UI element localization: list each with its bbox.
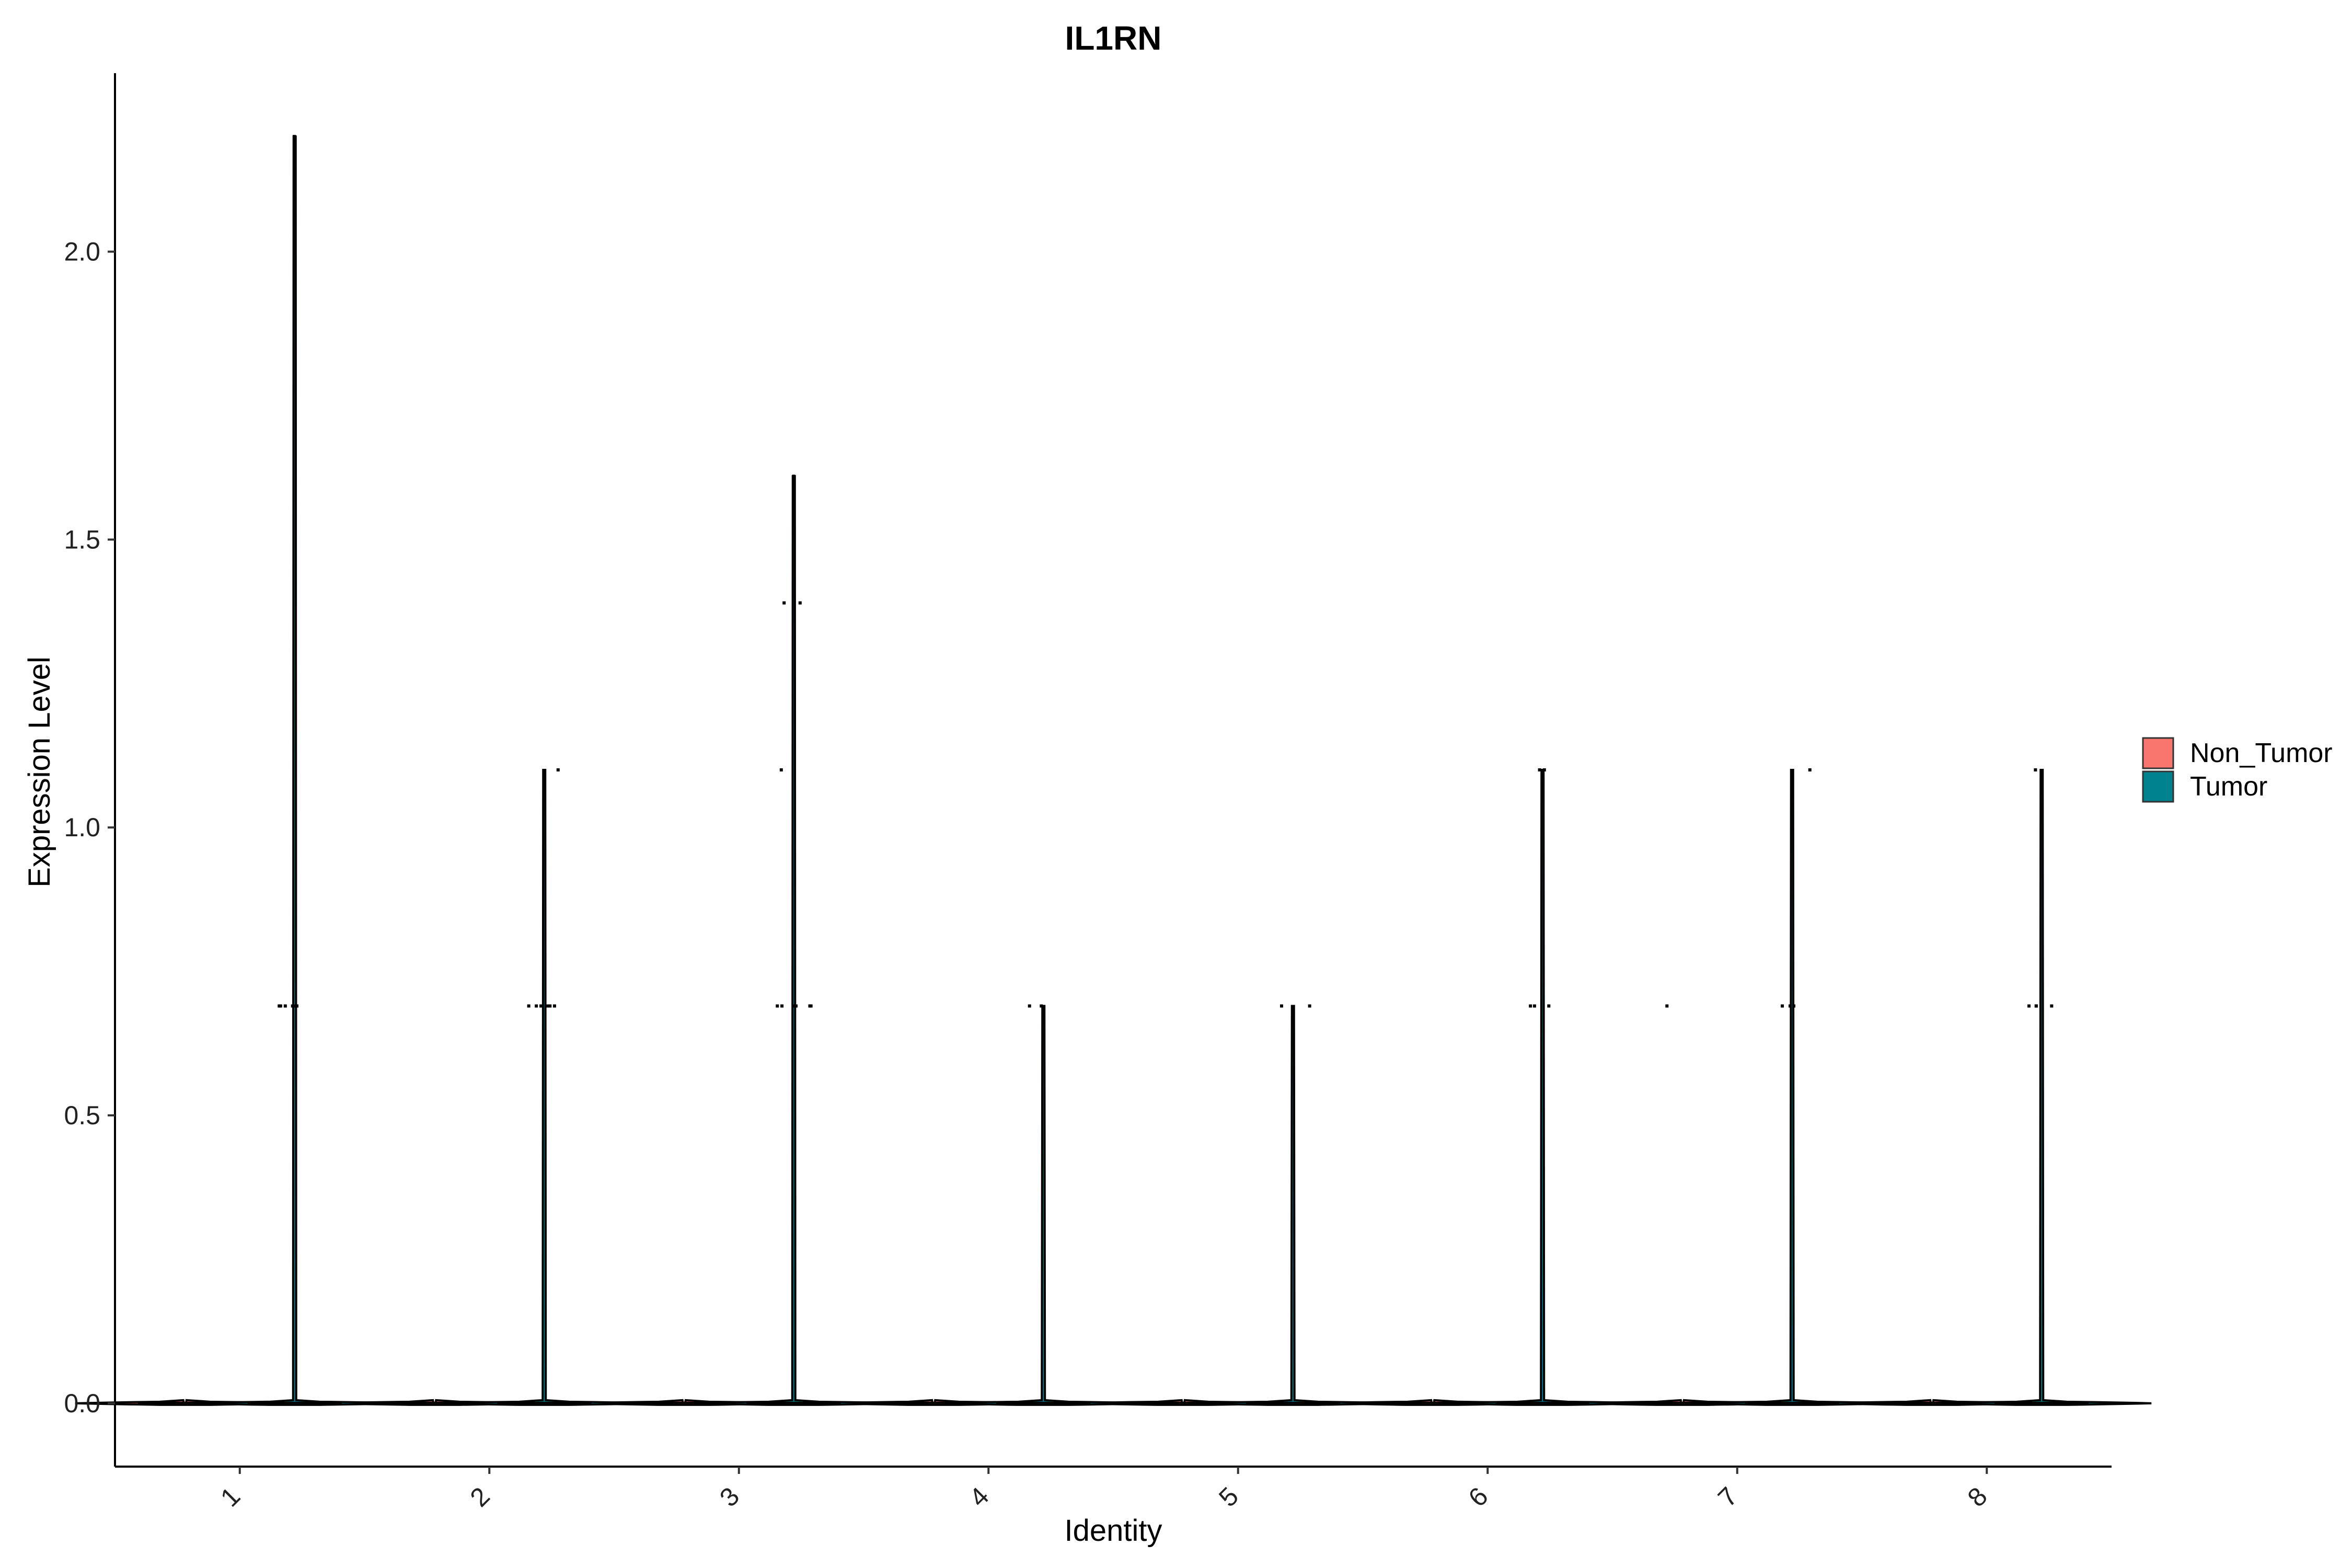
violin-tumor-4	[933, 1005, 1154, 1406]
data-point	[809, 1004, 813, 1008]
violin-tumor-7	[1682, 769, 1902, 1406]
y-tick-label: 2.0	[64, 237, 100, 267]
data-point	[1665, 1004, 1669, 1008]
data-point	[1279, 1004, 1283, 1008]
data-point	[546, 1004, 549, 1008]
chart-title: IL1RN	[1065, 19, 1162, 57]
data-point	[1788, 1004, 1792, 1008]
y-tick-label: 0.0	[64, 1389, 100, 1418]
data-point	[2050, 1004, 2054, 1008]
violin-tumor-5	[1183, 1005, 1403, 1406]
x-axis-label: Identity	[1065, 1514, 1162, 1548]
x-tick-label: 6	[1463, 1481, 1494, 1512]
violin-tumor-6	[1433, 769, 1653, 1406]
violin-tumor-1	[185, 135, 405, 1406]
data-point	[2027, 1004, 2031, 1008]
x-tick-label: 8	[1962, 1481, 1993, 1512]
data-point	[779, 768, 783, 771]
data-point	[2034, 1004, 2038, 1008]
x-tick-label: 3	[714, 1481, 745, 1512]
data-point	[1028, 1004, 1031, 1008]
data-point	[295, 1004, 299, 1008]
data-point	[548, 1004, 552, 1008]
data-point	[791, 1004, 795, 1008]
data-point	[1542, 768, 1546, 771]
y-tick-label: 1.0	[64, 813, 100, 842]
violin-tumor-8	[1932, 769, 2152, 1406]
data-point	[782, 601, 786, 605]
data-point	[293, 135, 296, 139]
data-point	[792, 475, 795, 478]
data-point	[293, 1004, 297, 1008]
data-point	[556, 768, 560, 771]
y-axis: 0.0 0.5 1.0 1.5 2.0	[64, 73, 116, 1467]
data-point	[776, 1004, 779, 1008]
data-point	[552, 1004, 556, 1008]
x-tick-label: 4	[964, 1481, 995, 1512]
data-point	[1538, 768, 1541, 771]
data-point	[535, 1004, 538, 1008]
violin-tumor-3	[684, 475, 904, 1406]
legend-label: Non_Tumor	[2190, 738, 2333, 768]
x-tick-label: 7	[1712, 1481, 1743, 1512]
data-point	[1547, 1004, 1551, 1008]
data-point	[2034, 768, 2037, 771]
data-point	[1532, 1004, 1536, 1008]
y-tick-label: 0.5	[64, 1101, 100, 1130]
x-axis: 1 2 3 4 5 6 7 8	[115, 1466, 2112, 1513]
data-point	[780, 1004, 784, 1008]
data-point	[1040, 1004, 1043, 1008]
data-point	[278, 1004, 281, 1008]
y-axis-label: Expression Level	[22, 656, 56, 887]
data-point	[527, 1004, 531, 1008]
data-point	[283, 1004, 287, 1008]
violin-tumor-2	[434, 769, 654, 1406]
data-point	[1792, 1004, 1796, 1008]
data-point	[291, 1004, 294, 1008]
data-point	[1529, 1004, 1532, 1008]
plot-area	[75, 135, 2152, 1406]
legend-label: Tumor	[2190, 771, 2267, 802]
legend-key-non-tumor	[2142, 737, 2174, 769]
data-point	[794, 1004, 798, 1008]
data-point	[1781, 1004, 1784, 1008]
data-point	[1308, 1004, 1311, 1008]
x-tick-label: 1	[215, 1481, 246, 1512]
x-tick-label: 2	[465, 1481, 495, 1512]
data-point	[798, 601, 802, 605]
data-point	[1808, 768, 1812, 771]
y-tick-label: 1.5	[64, 525, 100, 554]
x-tick-label: 5	[1213, 1481, 1244, 1512]
data-point	[539, 1004, 543, 1008]
legend-key-tumor	[2142, 770, 2174, 803]
